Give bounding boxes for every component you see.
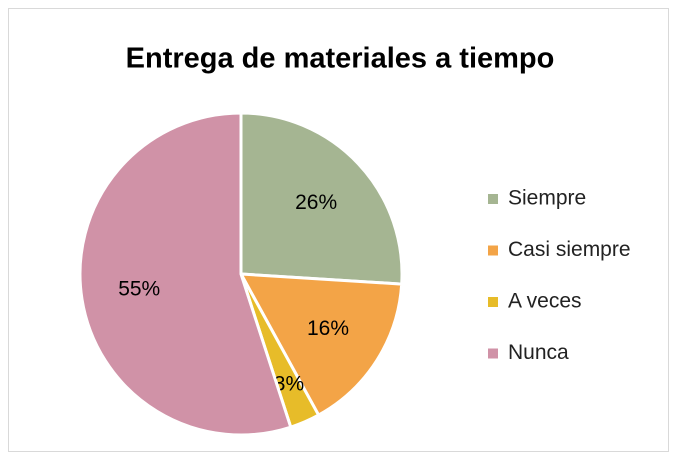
legend-swatch: [488, 245, 498, 256]
pie-slice: [238, 272, 404, 418]
legend-swatch: [488, 194, 498, 204]
data-label: 3%: [274, 372, 304, 395]
chart-title: Entrega de materiales a tiempo: [126, 43, 555, 75]
legend-swatch: [488, 348, 498, 359]
legend-label: Casi siempre: [508, 238, 631, 261]
legend-swatch: [488, 297, 498, 307]
pie-slice: [78, 111, 293, 437]
pie-slice: [239, 111, 404, 286]
legend-label: A veces: [508, 290, 582, 313]
data-label: 26%: [295, 191, 337, 214]
legend-label: Siempre: [508, 187, 586, 210]
legend-label: Nunca: [508, 341, 569, 364]
data-label: 16%: [307, 317, 349, 340]
data-label: 55%: [118, 278, 160, 301]
